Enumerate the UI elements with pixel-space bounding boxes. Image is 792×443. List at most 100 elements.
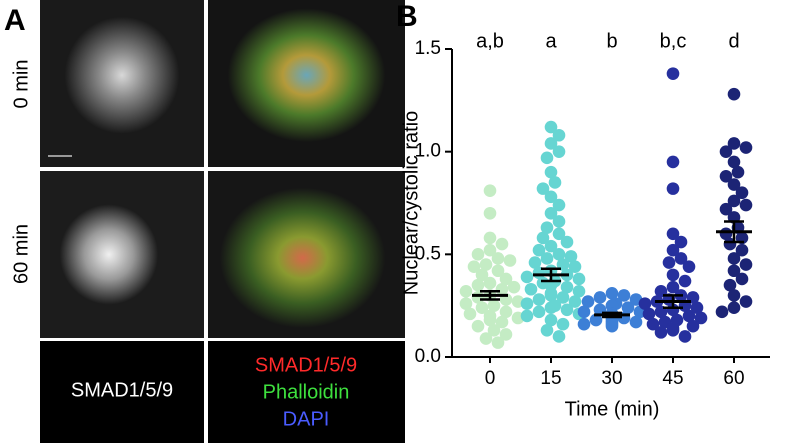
data-point xyxy=(646,317,660,331)
data-point xyxy=(589,313,603,327)
data-point xyxy=(694,311,708,325)
micrograph xyxy=(40,171,204,338)
data-point xyxy=(617,289,631,302)
data-point xyxy=(499,272,513,286)
data-point xyxy=(532,293,546,306)
data-point xyxy=(544,239,558,253)
micrograph xyxy=(40,0,204,167)
data-point xyxy=(475,268,489,282)
data-point xyxy=(686,319,700,333)
data-point xyxy=(735,243,749,257)
data-point xyxy=(520,309,534,323)
data-point xyxy=(544,289,558,302)
data-point xyxy=(727,252,741,265)
data-point xyxy=(499,305,513,319)
data-point xyxy=(540,151,554,165)
data-point xyxy=(483,231,497,245)
data-point xyxy=(520,270,534,284)
y-tick-label: 0.5 xyxy=(415,243,441,264)
data-point xyxy=(735,186,749,200)
data-point xyxy=(491,336,505,349)
data-point xyxy=(471,319,485,333)
data-point xyxy=(487,299,501,312)
group-letter: a,b xyxy=(476,30,504,52)
data-point xyxy=(678,330,692,343)
data-point xyxy=(638,297,652,310)
data-point xyxy=(544,120,558,134)
x-tick-label: 45 xyxy=(662,368,683,389)
data-point xyxy=(666,227,680,241)
data-point xyxy=(674,235,688,249)
data-point xyxy=(552,145,566,158)
data-point xyxy=(544,301,558,315)
data-point xyxy=(577,305,591,319)
data-point xyxy=(727,289,741,302)
data-point xyxy=(715,305,729,319)
data-point xyxy=(662,256,676,269)
data-point xyxy=(629,315,643,329)
data-point xyxy=(524,282,538,296)
data-point xyxy=(528,256,542,269)
data-point xyxy=(666,268,680,282)
channel-label: SMAD1/5/9 xyxy=(255,354,357,376)
data-point xyxy=(666,182,680,195)
data-point xyxy=(739,258,753,271)
x-tick-label: 30 xyxy=(601,368,622,389)
data-point xyxy=(471,248,485,261)
x-tick-label: 0 xyxy=(485,368,496,389)
data-point xyxy=(495,315,509,329)
data-point xyxy=(719,145,733,158)
data-point xyxy=(666,155,680,169)
data-point xyxy=(727,194,741,208)
data-point xyxy=(483,276,497,290)
data-point xyxy=(503,254,517,267)
panel-label: A xyxy=(4,4,26,37)
channel-label: DAPI xyxy=(283,408,330,430)
data-point xyxy=(560,280,574,294)
y-tick-label: 1.0 xyxy=(415,141,441,162)
data-point xyxy=(483,206,497,220)
data-point xyxy=(719,170,733,183)
data-point xyxy=(552,198,566,212)
data-point xyxy=(568,295,582,308)
group-letter: b,c xyxy=(660,30,687,52)
data-point xyxy=(544,190,558,204)
data-point xyxy=(536,182,550,195)
data-point xyxy=(727,178,741,191)
data-point xyxy=(507,280,521,294)
data-point xyxy=(572,284,586,298)
x-tick-label: 60 xyxy=(723,368,744,389)
row-label: 60 min xyxy=(10,224,32,284)
data-point xyxy=(491,252,505,265)
data-point xyxy=(564,250,578,263)
data-point xyxy=(487,324,501,337)
x-axis-label: Time (min) xyxy=(565,398,660,420)
data-point xyxy=(572,272,586,286)
data-point xyxy=(727,264,741,278)
group-letter: b xyxy=(606,30,617,52)
data-point xyxy=(731,165,745,179)
data-point xyxy=(690,301,704,315)
panel-label: B xyxy=(396,0,418,33)
data-point xyxy=(666,67,680,80)
data-point xyxy=(459,297,473,310)
panel-b: B Nuclear/cystolic ratio Time (min) 0.0 0… xyxy=(396,0,770,420)
data-point xyxy=(532,305,546,319)
label-cell xyxy=(208,341,405,443)
data-point xyxy=(739,198,753,212)
channel-label: Phalloidin xyxy=(263,381,350,403)
data-point xyxy=(479,332,493,345)
data-point xyxy=(552,248,566,261)
data-point xyxy=(666,324,680,337)
data-point xyxy=(682,260,696,273)
data-point xyxy=(552,330,566,343)
channel-label: SMAD1/5/9 xyxy=(71,379,173,401)
data-point xyxy=(532,243,546,257)
data-point xyxy=(479,258,493,271)
data-point xyxy=(735,272,749,286)
data-point xyxy=(540,324,554,337)
error-bar xyxy=(480,290,500,301)
data-point xyxy=(593,291,607,304)
data-point xyxy=(605,319,619,333)
data-point xyxy=(475,301,489,315)
